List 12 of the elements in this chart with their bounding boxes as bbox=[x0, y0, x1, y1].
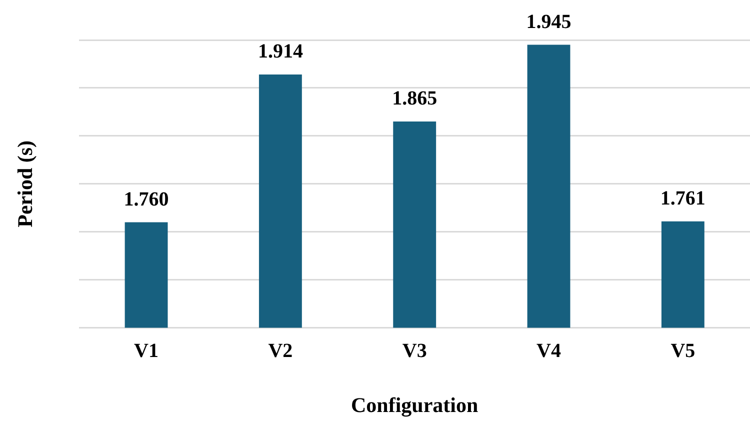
x-tick-label: V1 bbox=[134, 340, 159, 362]
y-axis-title: Period (s) bbox=[13, 140, 38, 228]
x-tick-label: V4 bbox=[536, 340, 561, 362]
x-tick-label: V5 bbox=[670, 340, 696, 362]
x-tick-label: V3 bbox=[402, 340, 427, 362]
data-label: 1.945 bbox=[526, 10, 572, 33]
data-label: 1.761 bbox=[660, 187, 706, 210]
x-axis-title: Configuration bbox=[351, 392, 479, 417]
data-label: 1.865 bbox=[392, 88, 438, 110]
data-label: 1.760 bbox=[124, 188, 169, 210]
data-label: 1.914 bbox=[258, 40, 303, 63]
x-tick-label: V2 bbox=[268, 340, 293, 362]
